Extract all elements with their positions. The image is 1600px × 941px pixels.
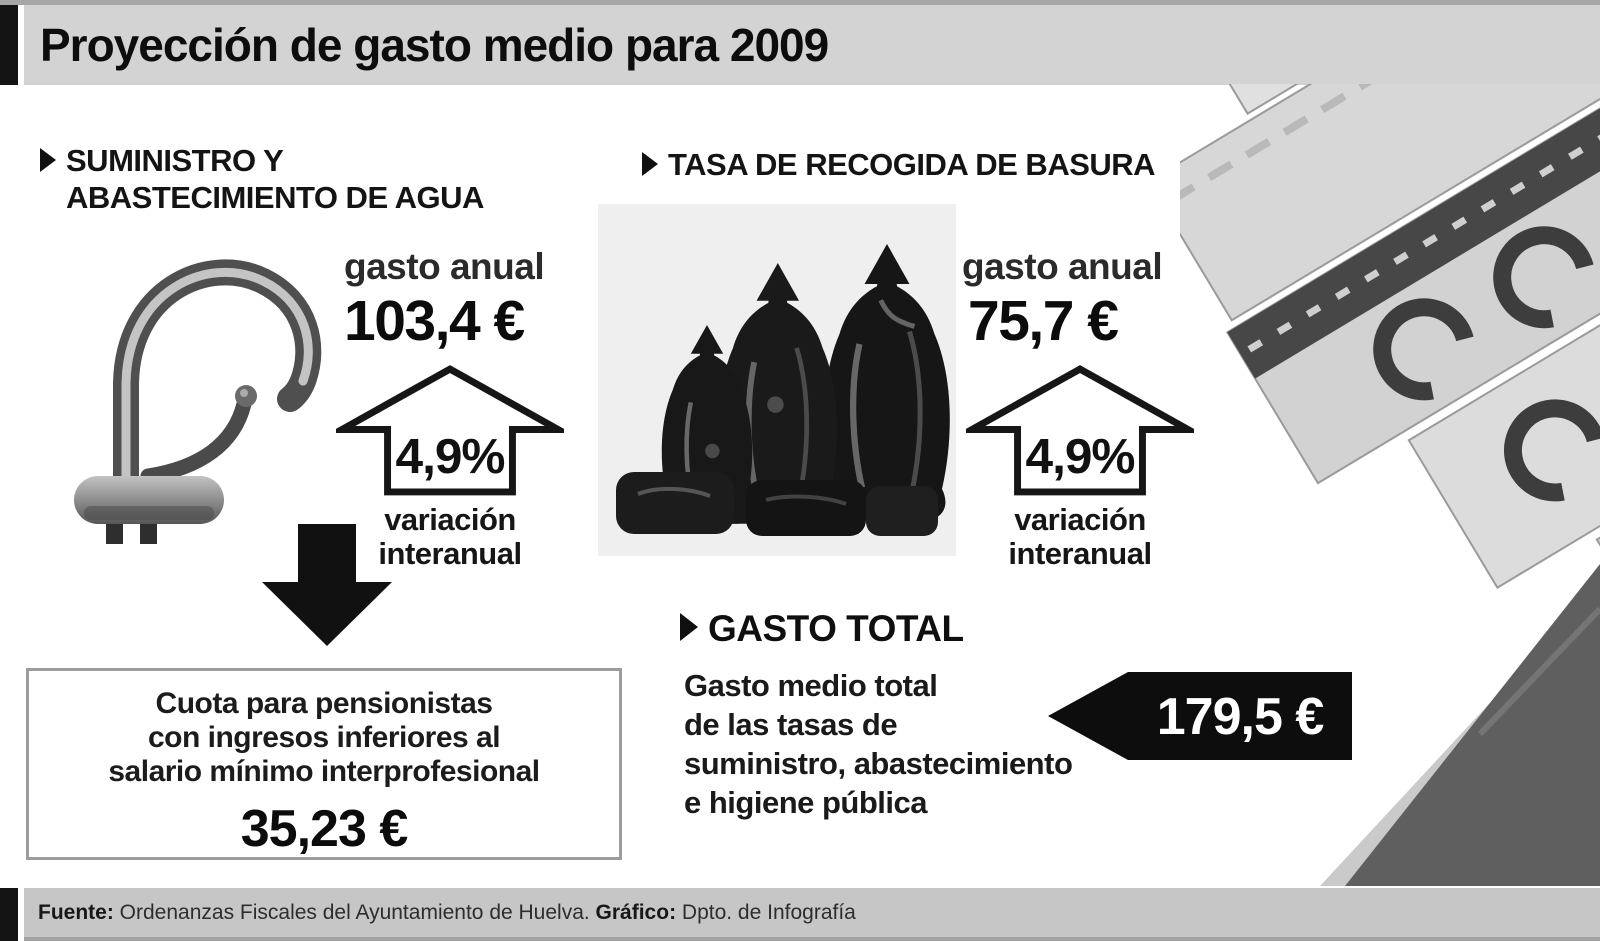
waste-heading: TASA DE RECOGIDA DE BASURA [668,147,1156,182]
total-desc-line2: de las tasas de [684,707,898,742]
footer-left-block [0,888,18,941]
water-variation-line2: interanual [378,536,522,571]
water-variation-up-arrow-icon: 4,9% [336,365,564,496]
water-variation-line1: variación [384,502,516,537]
source-text: Ordenanzas Fiscales del Ayuntamiento de … [113,901,596,924]
pensioner-line1: Cuota para pensionistas [155,687,493,720]
water-section-heading: SUMINISTRO Y ABASTECIMIENTO DE AGUA [40,142,484,216]
top-rule [0,0,1600,5]
water-variation-value: 4,9% [396,428,505,484]
credit-text: Dpto. de Infografía [676,901,856,924]
bullet-triangle-icon [680,613,698,641]
pensioner-quota-text: Cuota para pensionistas con ingresos inf… [29,687,619,789]
waste-variation-line2: interanual [1008,536,1152,571]
waste-variation-label: variación interanual [966,503,1194,571]
waste-variation-line1: variación [1014,502,1146,537]
trash-bags-illustration [598,204,956,556]
waste-annual-label: gasto anual [962,246,1163,287]
water-annual-label: gasto anual [344,246,545,287]
pensioner-line3: salario mínimo interprofesional [108,755,540,788]
bullet-triangle-icon [642,152,658,176]
total-desc-line3: suministro, abastecimiento [684,746,1073,781]
euro-banknotes-photo [1180,84,1600,886]
faucet-illustration [74,259,322,544]
total-description: Gasto medio total de las tasas de sumini… [684,666,1073,822]
total-value: 179,5 € [1157,688,1324,746]
total-desc-line4: e higiene pública [684,785,928,820]
waste-annual-value: 75,7 € [968,289,1119,353]
pensioner-line2: con ingresos inferiores al [147,721,501,754]
credit-label: Gráfico: [595,901,677,924]
title-bar: Proyección de gasto medio para 2009 [24,5,1600,85]
bullet-triangle-icon [40,148,56,172]
hand-wedge [1345,564,1600,886]
total-desc-line1: Gasto medio total [684,668,938,703]
waste-variation-value: 4,9% [1026,428,1135,484]
footer-bar: Fuente: Ordenanzas Fiscales del Ayuntami… [24,888,1600,941]
water-variation-label: variación interanual [336,503,564,571]
total-section-heading: GASTO TOTAL [680,608,964,650]
waste-variation-up-arrow-icon: 4,9% [966,365,1194,496]
water-annual-value: 103,4 € [344,289,525,353]
pensioner-quota-box: Cuota para pensionistas con ingresos inf… [26,668,622,860]
source-label: Fuente: [38,901,114,924]
banknote-fan [1180,84,1600,687]
water-heading-line2: ABASTECIMIENTO DE AGUA [66,180,484,215]
waste-section-heading: TASA DE RECOGIDA DE BASURA [642,146,1156,183]
total-value-left-arrow: 179,5 € [1048,672,1352,760]
water-heading-line1: SUMINISTRO Y [66,143,284,178]
down-arrow-icon [262,524,392,646]
title-left-block [0,5,18,85]
total-heading: GASTO TOTAL [708,608,964,649]
page-title: Proyección de gasto medio para 2009 [40,19,829,71]
footer-credits: Fuente: Ordenanzas Fiscales del Ayuntami… [24,888,1600,937]
pensioner-quota-value: 35,23 € [240,800,409,858]
